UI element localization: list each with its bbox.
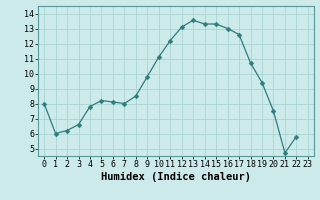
X-axis label: Humidex (Indice chaleur): Humidex (Indice chaleur) [101,172,251,182]
